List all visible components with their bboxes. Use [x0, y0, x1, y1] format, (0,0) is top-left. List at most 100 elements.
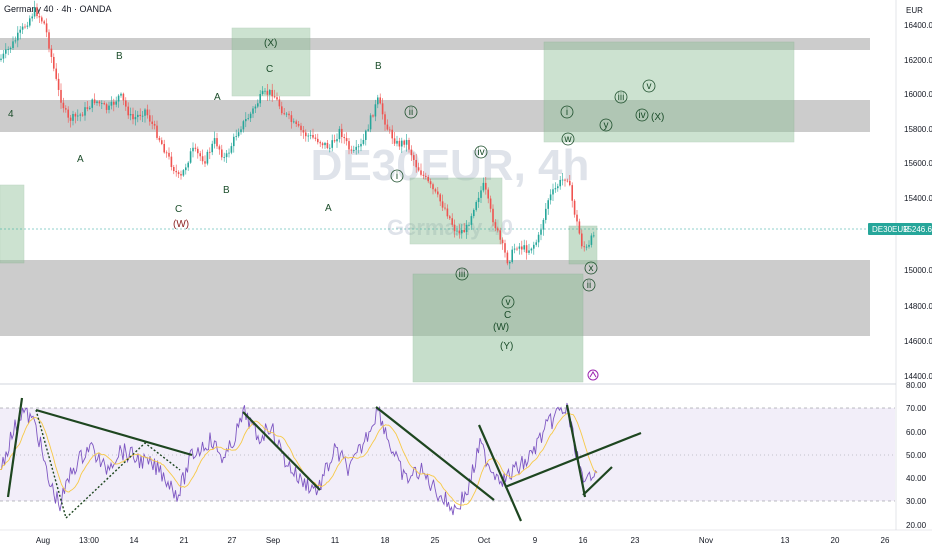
target-box-left[interactable]: [0, 184, 25, 264]
rsi-dotted-lines[interactable]: [35, 409, 181, 519]
candle-body: [324, 142, 326, 146]
candle-body: [127, 106, 129, 116]
candle-body: [185, 167, 187, 171]
candle-body: [506, 252, 509, 264]
symbol-name[interactable]: Germany 40: [4, 4, 54, 14]
time-axis-label: 18: [381, 536, 390, 545]
candle-body: [353, 149, 355, 151]
candlestick-series[interactable]: [0, 0, 595, 270]
candle-body: [36, 7, 38, 17]
candle-body: [137, 114, 139, 118]
target-box-iv[interactable]: [409, 177, 503, 245]
candle-body: [576, 214, 578, 222]
target-box-y[interactable]: [412, 273, 584, 383]
rsi-dotted-1[interactable]: [35, 409, 67, 519]
candle-body: [331, 140, 333, 148]
time-axis-label: Oct: [478, 536, 491, 545]
alert-icon[interactable]: [587, 369, 599, 381]
candle-body: [326, 142, 329, 149]
candle-body: [14, 40, 17, 42]
candle-body: [77, 115, 79, 117]
interval-label[interactable]: 4h: [61, 4, 72, 14]
target-box-x-small[interactable]: [568, 225, 598, 265]
candle-body: [33, 7, 36, 17]
candle-body: [427, 176, 429, 182]
rsi-trendline-7[interactable]: [565, 404, 587, 498]
wave-label-b1: B: [116, 51, 123, 62]
candle-body: [134, 117, 137, 120]
wave-labels: 4 A B C (W) B A C (X) B A C (W) (Y) (X): [8, 38, 664, 352]
time-axis-label: 16: [579, 536, 588, 545]
candle-body: [158, 137, 161, 141]
candle-body: [396, 140, 398, 144]
candle-body: [269, 89, 271, 95]
candle-body: [69, 117, 72, 121]
candle-body: [81, 114, 84, 116]
target-box-x[interactable]: [231, 27, 311, 97]
candle-body: [213, 138, 216, 144]
rsi-axis-label: 30.00: [906, 497, 927, 506]
candle-body: [374, 104, 377, 117]
candle-body: [415, 159, 417, 168]
candle-body: [535, 242, 537, 245]
candle-body: [17, 32, 19, 41]
rsi-trendline-4[interactable]: [375, 406, 495, 501]
candle-body: [180, 174, 182, 176]
svg-text:v: v: [506, 297, 511, 308]
candle-body: [547, 200, 549, 209]
price-tag[interactable]: DE30EUR 15246.6: [868, 223, 932, 235]
candle-body: [173, 167, 175, 172]
candle-body: [204, 161, 206, 164]
candle-body: [129, 114, 132, 116]
rsi-trendlines[interactable]: [6, 397, 642, 522]
candle-body: [60, 89, 62, 103]
wave-label-w2: (W): [493, 322, 509, 333]
wave-circle-iv: iv: [635, 108, 649, 122]
price-axis-label: 14400.0: [904, 372, 932, 381]
svg-text:iv: iv: [477, 147, 484, 158]
candle-body: [405, 140, 408, 145]
candle-body: [571, 185, 573, 201]
rsi-trendline-5[interactable]: [477, 424, 523, 522]
candle-body: [283, 113, 285, 115]
candle-body: [549, 194, 552, 201]
rsi-trendline-1[interactable]: [6, 397, 24, 498]
rsi-trendline-6[interactable]: [504, 431, 642, 489]
candle-body: [470, 216, 473, 225]
rsi-trendline-3[interactable]: [242, 411, 321, 491]
candle-body: [115, 101, 117, 105]
candle-body: [175, 171, 177, 173]
time-axis-label: Nov: [699, 536, 713, 545]
candle-body: [149, 115, 151, 122]
candle-body: [237, 132, 240, 137]
candle-body: [295, 121, 297, 124]
candle-body: [235, 136, 237, 137]
rsi-trendline-8[interactable]: [582, 466, 613, 496]
candle-body: [516, 248, 518, 250]
wave-circle-y: y: [599, 118, 613, 132]
candle-body: [422, 174, 425, 176]
wave-circle-ii-small: ii: [404, 105, 418, 119]
candle-body: [156, 125, 158, 138]
rsi-line[interactable]: [0, 402, 598, 516]
candle-body: [432, 184, 434, 190]
rsi-trendline-2[interactable]: [35, 408, 193, 457]
rsi-dotted-2[interactable]: [65, 442, 181, 519]
candle-body: [199, 153, 201, 157]
candle-body: [360, 143, 362, 147]
time-axis-labels[interactable]: Aug 13:00 14 21 27 Sep 11 18 25 Oct 9 16 23 Nov 13 20 26: [36, 536, 890, 545]
candle-body: [557, 186, 559, 189]
candle-body: [110, 101, 113, 106]
rsi-ma-line[interactable]: [0, 412, 598, 506]
candle-body: [228, 152, 230, 154]
target-box-x2[interactable]: [543, 41, 795, 143]
price-axis-label: 15000.0: [904, 266, 932, 275]
price-axis-bg[interactable]: [896, 0, 932, 530]
candle-body: [449, 216, 451, 219]
resistance-band-top[interactable]: [0, 38, 870, 50]
time-axis-label: 13: [781, 536, 790, 545]
candle-body: [7, 49, 9, 50]
candle-body: [170, 156, 173, 168]
candle-body: [345, 138, 348, 142]
